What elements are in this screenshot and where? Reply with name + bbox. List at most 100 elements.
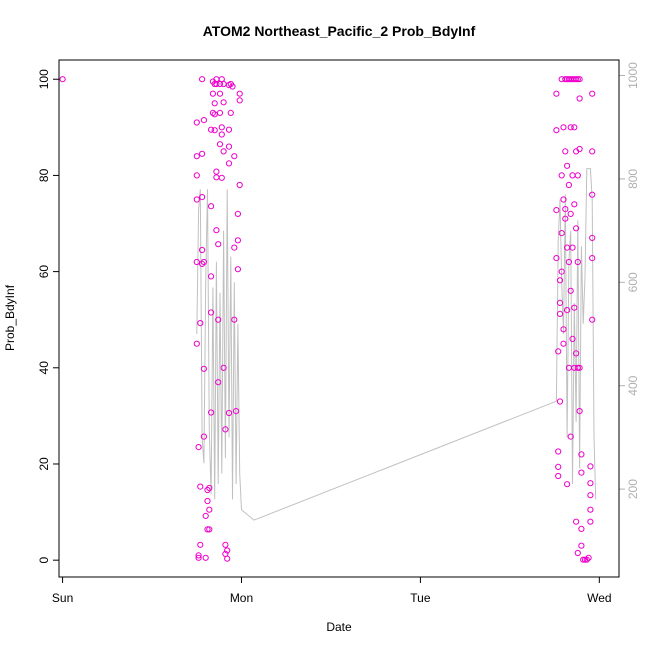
points-series	[59, 76, 596, 563]
y-tick-label: 60	[37, 265, 51, 279]
data-point	[558, 172, 565, 179]
data-point	[218, 124, 225, 131]
data-point	[213, 227, 220, 234]
data-point	[193, 196, 200, 203]
data-point	[199, 76, 206, 83]
y-axis: 0 20 40 60 80 100	[37, 69, 60, 564]
x-tick-label: Mon	[230, 591, 253, 605]
data-point	[589, 90, 596, 97]
data-point	[576, 76, 583, 83]
data-point	[59, 76, 66, 83]
data-point	[220, 148, 227, 155]
data-point	[587, 518, 594, 525]
data-point	[208, 203, 215, 210]
trace-line-series	[196, 168, 597, 521]
data-point	[578, 525, 585, 533]
data-point	[208, 126, 215, 133]
data-point	[222, 426, 229, 433]
data-point	[558, 230, 565, 237]
data-point	[556, 299, 564, 306]
chart-title: ATOM2 Northeast_Pacific_2 Prob_BdyInf	[203, 23, 476, 39]
data-point	[558, 268, 565, 275]
data-point	[553, 255, 560, 262]
y2-tick-label: 600	[626, 272, 640, 292]
data-point	[589, 234, 596, 241]
data-point	[587, 480, 594, 487]
data-point	[578, 451, 585, 458]
data-point	[195, 552, 202, 559]
y2-tick-label: 400	[626, 375, 640, 395]
data-point	[236, 97, 243, 104]
y2-tick-label: 800	[626, 169, 640, 189]
data-point	[567, 210, 574, 217]
data-point	[197, 541, 204, 548]
data-point	[560, 124, 567, 131]
data-point	[234, 210, 241, 217]
data-point	[564, 162, 571, 169]
trace-line	[196, 168, 597, 521]
data-point	[569, 335, 576, 342]
data-point	[569, 244, 576, 251]
data-point	[231, 244, 238, 251]
x-tick-label: Wed	[587, 591, 611, 605]
y-tick-label: 0	[37, 557, 51, 564]
data-point	[195, 444, 202, 451]
data-point	[567, 287, 574, 294]
data-point	[234, 266, 241, 273]
data-point	[200, 365, 207, 372]
data-point	[200, 117, 207, 124]
data-point	[574, 76, 581, 83]
data-point	[553, 127, 560, 134]
data-point	[209, 90, 216, 97]
data-point	[216, 109, 224, 117]
data-point	[231, 153, 238, 160]
data-point	[199, 246, 206, 254]
data-point	[200, 258, 207, 266]
data-point	[206, 526, 213, 533]
data-point	[576, 364, 583, 371]
data-point	[220, 364, 227, 371]
data-point	[225, 126, 233, 133]
data-point	[199, 194, 206, 201]
data-point	[236, 181, 243, 189]
data-point	[573, 518, 580, 525]
data-point	[556, 398, 564, 405]
data-point	[222, 541, 229, 548]
data-point	[220, 99, 227, 106]
data-point	[193, 172, 200, 179]
data-point	[571, 201, 578, 208]
data-point	[553, 90, 560, 97]
data-point	[225, 409, 233, 417]
data-point	[193, 153, 200, 160]
data-point	[233, 408, 240, 415]
data-point	[589, 191, 596, 198]
data-point	[224, 547, 231, 554]
data-point	[589, 255, 596, 262]
data-point	[556, 310, 564, 317]
data-point	[587, 506, 594, 513]
data-point	[587, 463, 594, 470]
data-point	[573, 225, 580, 232]
data-point	[565, 181, 573, 189]
data-point	[218, 131, 225, 138]
y-tick-label: 20	[37, 457, 51, 471]
data-point	[571, 304, 578, 311]
data-point	[576, 408, 583, 415]
data-point	[580, 556, 587, 563]
x-axis: Sun Mon Tue Wed	[52, 576, 612, 605]
y-tick-label: 100	[37, 69, 51, 89]
data-point	[581, 556, 589, 563]
data-point	[208, 309, 215, 316]
data-point	[587, 492, 594, 499]
data-point	[200, 433, 207, 440]
data-point	[197, 483, 204, 490]
data-point	[195, 554, 202, 561]
x-tick-label: Tue	[410, 591, 431, 605]
data-point	[573, 350, 580, 357]
y-tick-label: 80	[37, 168, 51, 182]
data-point	[220, 80, 227, 88]
y2-axis: 200 400 600 800 1000	[618, 62, 640, 553]
data-point	[573, 76, 580, 83]
data-point	[206, 506, 213, 513]
